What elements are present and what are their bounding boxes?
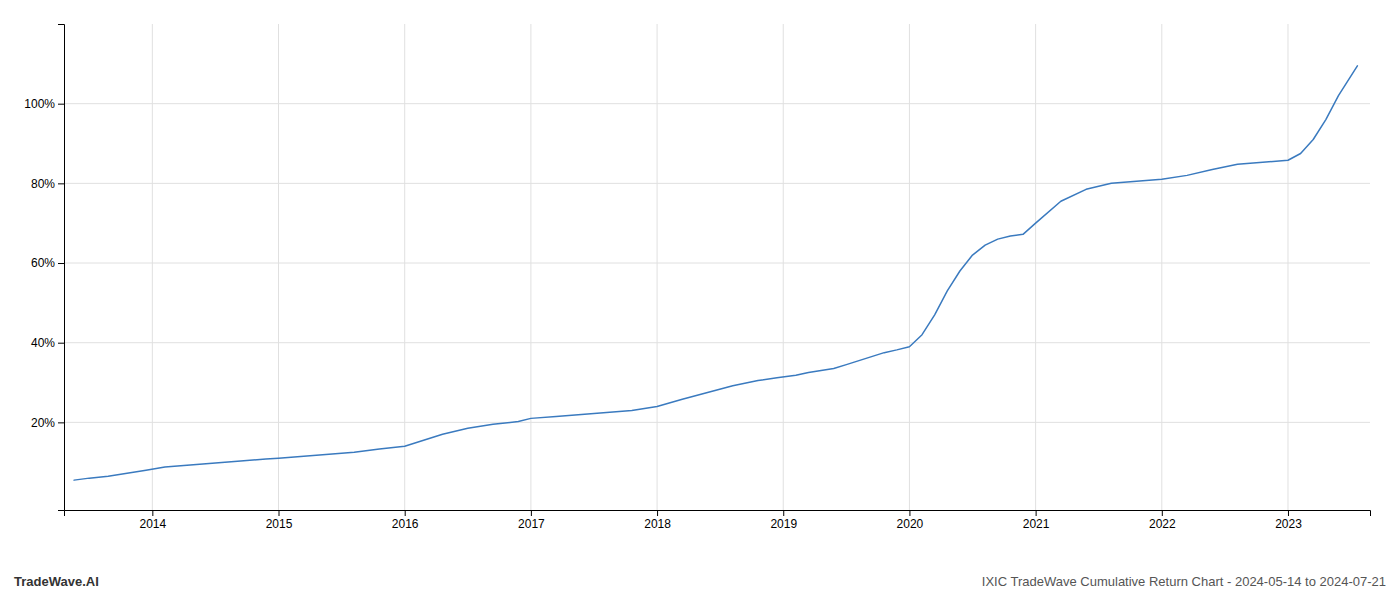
y-tick: 100%	[24, 97, 64, 111]
y-tick-label: 80%	[31, 177, 55, 191]
grid-line-y	[64, 342, 1370, 343]
x-tick-label: 2021	[1023, 517, 1050, 531]
x-tick: 2023	[1275, 510, 1302, 531]
x-tick-mark	[1288, 510, 1289, 516]
marks	[74, 66, 1357, 480]
grid-line-x	[657, 24, 658, 510]
y-tick-mark	[58, 263, 64, 264]
grid-line-x	[1035, 24, 1036, 510]
x-tick-mark	[657, 510, 658, 516]
grid-line-y	[64, 103, 1370, 104]
y-axis: 20% 40% 60% 80% 100%	[24, 25, 64, 511]
x-tick: 2022	[1149, 510, 1176, 531]
x-tick-label: 2019	[770, 517, 797, 531]
x-tick-label: 2015	[266, 517, 293, 531]
x-tick-mark	[405, 510, 406, 516]
grid-line-x	[152, 24, 153, 510]
x-tick: 2020	[897, 510, 924, 531]
plot: 2014 2015 2016 2017 2018 2019 2020 2021 2022 2023…	[24, 24, 1370, 531]
x-axis-line	[65, 511, 1371, 517]
grid-line-x	[783, 24, 784, 510]
x-tick-label: 2016	[392, 517, 419, 531]
y-tick-label: 40%	[31, 336, 55, 350]
chart: 2014 2015 2016 2017 2018 2019 2020 2021 2022 2023…	[0, 0, 1400, 600]
x-tick-label: 2023	[1275, 517, 1302, 531]
y-tick-label: 60%	[31, 256, 55, 270]
y-tick: 60%	[31, 256, 64, 270]
y-tick: 80%	[31, 177, 64, 191]
y-tick-mark	[58, 422, 64, 423]
grid-line-x	[909, 24, 910, 510]
title: IXIC TradeWave Cumulative Return Chart -…	[982, 574, 1386, 589]
y-tick-label: 20%	[31, 416, 55, 430]
x-tick: 2015	[266, 510, 293, 531]
x-tick-label: 2014	[139, 517, 166, 531]
x-tick-label: 2018	[644, 517, 671, 531]
x-tick: 2016	[392, 510, 419, 531]
x-tick: 2014	[139, 510, 166, 531]
grid	[64, 24, 1370, 510]
x-tick: 2019	[770, 510, 797, 531]
grid-line-y	[64, 263, 1370, 264]
x-tick: 2017	[518, 510, 545, 531]
grid-line-y	[64, 422, 1370, 423]
x-tick-label: 2017	[518, 517, 545, 531]
watermark: TradeWave.AI	[14, 574, 99, 589]
x-tick-mark	[1036, 510, 1037, 516]
grid-line-x	[1287, 24, 1288, 510]
y-axis-line	[58, 25, 65, 511]
grid-line-x	[278, 24, 279, 510]
y-tick-label: 100%	[24, 97, 55, 111]
x-tick-mark	[152, 510, 153, 516]
x-tick-mark	[531, 510, 532, 516]
grid-line-x	[1161, 24, 1162, 510]
y-tick-mark	[58, 183, 64, 184]
x-tick-mark	[1162, 510, 1163, 516]
y-tick-mark	[58, 343, 64, 344]
x-tick: 2018	[644, 510, 671, 531]
x-tick-mark	[909, 510, 910, 516]
x-axis: 2014 2015 2016 2017 2018 2019 2020 2021 2022 2023	[65, 510, 1371, 531]
x-tick-mark	[279, 510, 280, 516]
x-tick-label: 2020	[897, 517, 924, 531]
x-tick: 2021	[1023, 510, 1050, 531]
y-tick: 40%	[31, 336, 64, 350]
grid-line-y	[64, 183, 1370, 184]
x-tick-label: 2022	[1149, 517, 1176, 531]
x-tick-mark	[783, 510, 784, 516]
y-tick-mark	[58, 104, 64, 105]
grid-line-x	[404, 24, 405, 510]
line	[74, 66, 1357, 480]
y-tick: 20%	[31, 416, 64, 430]
grid-line-x	[530, 24, 531, 510]
